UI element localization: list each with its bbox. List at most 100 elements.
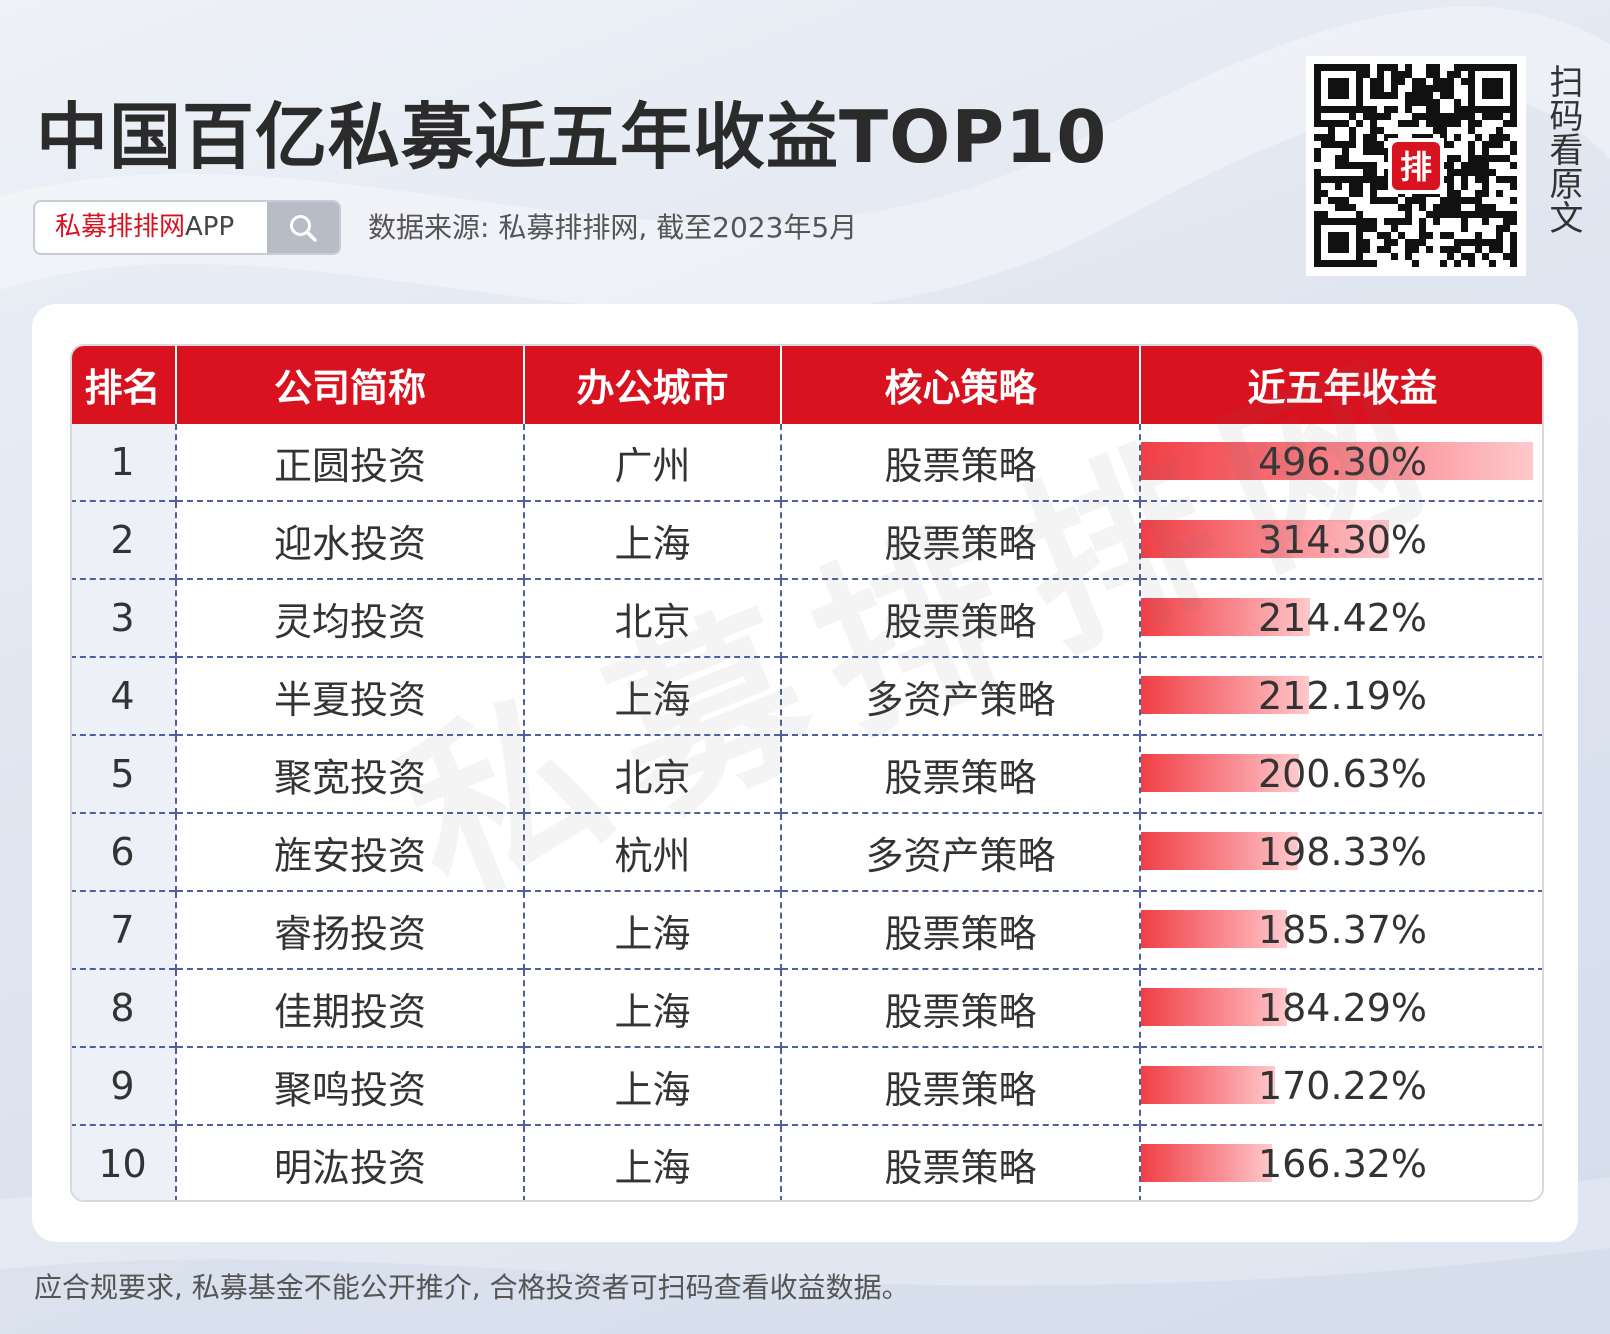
return-bar <box>1141 1066 1275 1104</box>
column-header-strategy: 核心策略 <box>781 346 1141 424</box>
return-bar <box>1141 910 1287 948</box>
strategy-cell: 股票策略 <box>781 500 1141 579</box>
return-label: 198.33% <box>1257 830 1428 874</box>
return-bar <box>1141 832 1298 870</box>
rank-cell: 3 <box>72 578 177 657</box>
return-label: 166.32% <box>1257 1142 1428 1186</box>
company-cell: 半夏投资 <box>176 656 525 735</box>
strategy-cell: 多资产策略 <box>781 656 1141 735</box>
table-row: 1 正圆投资 广州 股票策略 496.30% <box>72 424 1542 501</box>
rank-cell: 5 <box>72 734 177 813</box>
return-label: 184.29% <box>1257 986 1428 1030</box>
table-row: 9 聚鸣投资 上海 股票策略 170.22% <box>72 1046 1542 1125</box>
return-bar <box>1141 988 1287 1026</box>
company-cell: 佳期投资 <box>176 968 525 1047</box>
city-cell: 上海 <box>524 500 782 579</box>
table-row: 2 迎水投资 上海 股票策略 314.30% <box>72 500 1542 579</box>
city-cell: 杭州 <box>524 812 782 891</box>
scan-to-view-text: 扫码看原文 <box>1543 64 1583 234</box>
return-cell: 214.42% <box>1140 578 1542 657</box>
brand-logo-text: 排 <box>1400 148 1432 186</box>
rank-cell: 9 <box>72 1046 177 1125</box>
data-source: 数据来源: 私募排排网, 截至2023年5月 <box>368 211 858 244</box>
strategy-cell: 股票策略 <box>781 1046 1141 1125</box>
return-bar <box>1141 754 1299 792</box>
return-label: 214.42% <box>1257 596 1428 640</box>
city-cell: 北京 <box>524 734 782 813</box>
qr-code-pattern: 排 <box>1314 64 1517 267</box>
search-label: 私募排排网APP <box>55 202 234 253</box>
city-cell: 广州 <box>524 424 782 501</box>
city-cell: 上海 <box>524 890 782 969</box>
strategy-cell: 股票策略 <box>781 1124 1141 1200</box>
company-cell: 睿扬投资 <box>176 890 525 969</box>
city-cell: 上海 <box>524 1046 782 1125</box>
city-cell: 上海 <box>524 656 782 735</box>
return-cell: 212.19% <box>1140 656 1542 735</box>
rank-cell: 2 <box>72 500 177 579</box>
qr-code[interactable]: 排 <box>1306 56 1526 276</box>
strategy-cell: 股票策略 <box>781 890 1141 969</box>
return-label: 200.63% <box>1257 752 1428 796</box>
company-cell: 聚鸣投资 <box>176 1046 525 1125</box>
company-cell: 灵均投资 <box>176 578 525 657</box>
return-cell: 198.33% <box>1140 812 1542 891</box>
table-row: 10 明汯投资 上海 股票策略 166.32% <box>72 1124 1542 1200</box>
ranking-table-wrap: 排名 公司简称 办公城市 核心策略 近五年收益 1 正圆投资 广州 股票策略 496.3… <box>70 344 1544 1202</box>
return-label: 185.37% <box>1257 908 1428 952</box>
search-box[interactable]: 私募排排网APP <box>33 200 341 255</box>
strategy-cell: 股票策略 <box>781 968 1141 1047</box>
table-row: 6 旌安投资 杭州 多资产策略 198.33% <box>72 812 1542 891</box>
column-header-city: 办公城市 <box>524 346 782 424</box>
column-header-rank: 排名 <box>72 346 177 424</box>
ranking-table: 排名 公司简称 办公城市 核心策略 近五年收益 1 正圆投资 广州 股票策略 496.3… <box>72 346 1542 1200</box>
rank-cell: 7 <box>72 890 177 969</box>
return-bar <box>1141 676 1309 714</box>
company-cell: 明汯投资 <box>176 1124 525 1200</box>
strategy-cell: 股票策略 <box>781 424 1141 501</box>
city-cell: 北京 <box>524 578 782 657</box>
search-label-brand: 私募排排网 <box>55 212 186 242</box>
return-cell: 166.32% <box>1140 1124 1542 1200</box>
return-cell: 185.37% <box>1140 890 1542 969</box>
page-title: 中国百亿私募近五年收益TOP10 <box>36 95 1108 179</box>
table-row: 5 聚宽投资 北京 股票策略 200.63% <box>72 734 1542 813</box>
return-bar <box>1141 1144 1272 1182</box>
return-cell: 170.22% <box>1140 1046 1542 1125</box>
rank-cell: 4 <box>72 656 177 735</box>
return-bar <box>1141 442 1533 480</box>
table-row: 7 睿扬投资 上海 股票策略 185.37% <box>72 890 1542 969</box>
column-header-company: 公司简称 <box>176 346 525 424</box>
column-header-return: 近五年收益 <box>1140 346 1542 424</box>
rank-cell: 8 <box>72 968 177 1047</box>
rank-cell: 1 <box>72 424 177 501</box>
return-cell: 184.29% <box>1140 968 1542 1047</box>
strategy-cell: 股票策略 <box>781 578 1141 657</box>
compliance-footer: 应合规要求, 私募基金不能公开推介, 合格投资者可扫码查看收益数据。 <box>34 1271 910 1304</box>
table-row: 4 半夏投资 上海 多资产策略 212.19% <box>72 656 1542 735</box>
search-button[interactable] <box>267 202 339 253</box>
search-label-app: APP <box>185 212 235 242</box>
company-cell: 正圆投资 <box>176 424 525 501</box>
brand-logo-icon <box>1392 142 1440 190</box>
table-row: 3 灵均投资 北京 股票策略 214.42% <box>72 578 1542 657</box>
city-cell: 上海 <box>524 968 782 1047</box>
rank-cell: 6 <box>72 812 177 891</box>
company-cell: 旌安投资 <box>176 812 525 891</box>
city-cell: 上海 <box>524 1124 782 1200</box>
rank-cell: 10 <box>72 1124 177 1200</box>
return-label: 314.30% <box>1257 518 1428 562</box>
return-label: 170.22% <box>1257 1064 1428 1108</box>
search-icon <box>290 214 317 242</box>
strategy-cell: 多资产策略 <box>781 812 1141 891</box>
company-cell: 迎水投资 <box>176 500 525 579</box>
return-cell: 496.30% <box>1140 424 1542 501</box>
return-bar <box>1141 520 1389 558</box>
return-cell: 314.30% <box>1140 500 1542 579</box>
table-row: 8 佳期投资 上海 股票策略 184.29% <box>72 968 1542 1047</box>
return-label: 496.30% <box>1257 440 1428 484</box>
return-cell: 200.63% <box>1140 734 1542 813</box>
table-header-row: 排名 公司简称 办公城市 核心策略 近五年收益 <box>72 346 1542 424</box>
company-cell: 聚宽投资 <box>176 734 525 813</box>
strategy-cell: 股票策略 <box>781 734 1141 813</box>
